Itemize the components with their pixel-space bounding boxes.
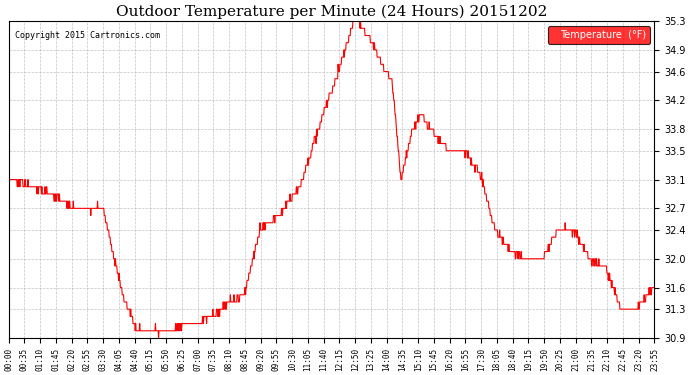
Title: Outdoor Temperature per Minute (24 Hours) 20151202: Outdoor Temperature per Minute (24 Hours…	[116, 4, 547, 18]
Legend: Temperature  (°F): Temperature (°F)	[548, 26, 649, 44]
Text: Copyright 2015 Cartronics.com: Copyright 2015 Cartronics.com	[15, 31, 160, 40]
